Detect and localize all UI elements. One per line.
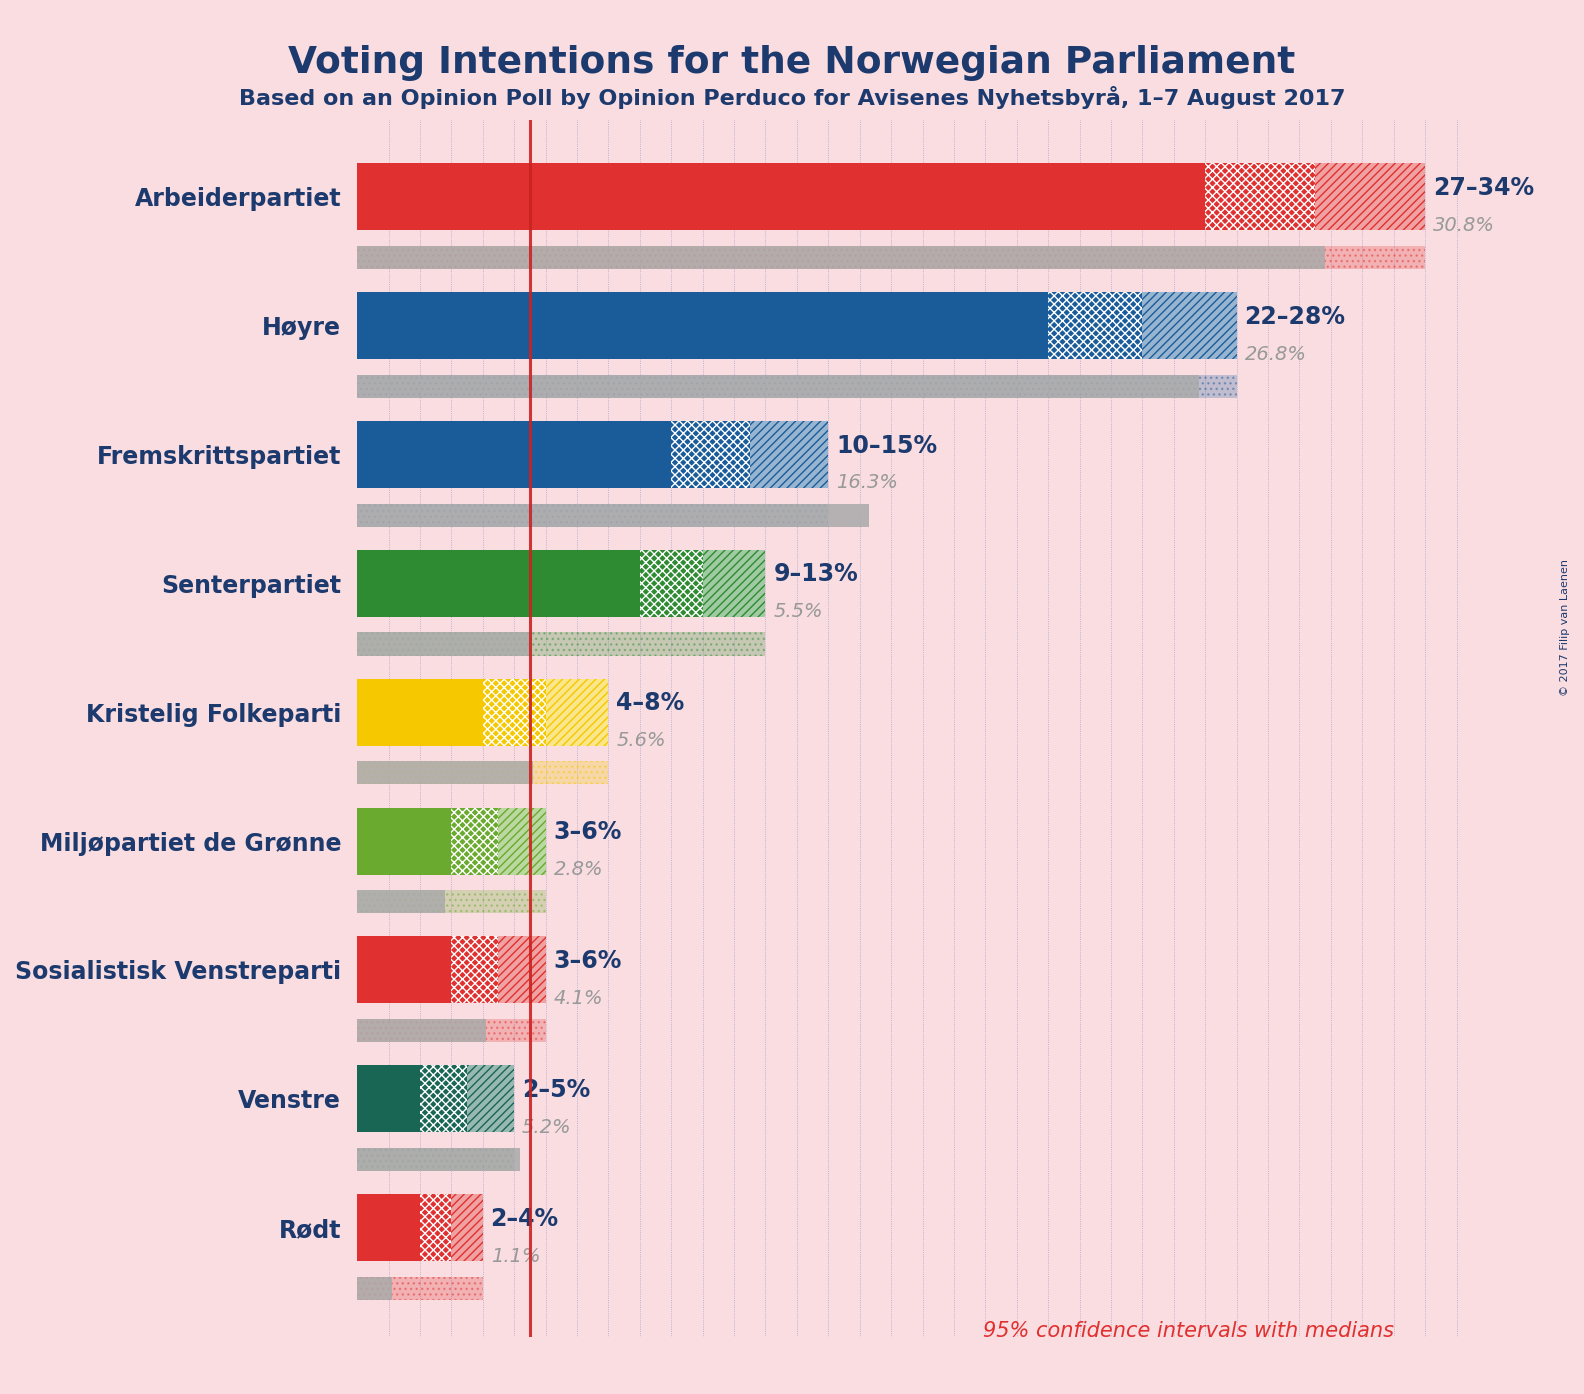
- Bar: [1205, 163, 1315, 230]
- Bar: [451, 1195, 483, 1262]
- Bar: [356, 1277, 391, 1299]
- Bar: [356, 679, 608, 746]
- Text: 3–6%: 3–6%: [553, 949, 623, 973]
- Bar: [356, 633, 765, 655]
- Bar: [356, 503, 828, 527]
- Text: 10–15%: 10–15%: [836, 434, 938, 457]
- Bar: [356, 761, 608, 785]
- Bar: [545, 679, 608, 746]
- Text: 22–28%: 22–28%: [1245, 305, 1345, 329]
- Bar: [356, 1147, 521, 1171]
- Bar: [1315, 163, 1426, 230]
- Bar: [1142, 293, 1237, 360]
- Text: Based on an Opinion Poll by Opinion Perduco for Avisenes Nyhetsbyrå, 1–7 August : Based on an Opinion Poll by Opinion Perd…: [239, 86, 1345, 109]
- Bar: [420, 1195, 451, 1262]
- Bar: [356, 761, 608, 785]
- Bar: [356, 245, 1426, 269]
- Text: 2.8%: 2.8%: [553, 860, 604, 880]
- Text: 95% confidence intervals with medians: 95% confidence intervals with medians: [984, 1322, 1394, 1341]
- Bar: [356, 633, 765, 655]
- Bar: [356, 1147, 515, 1171]
- Text: 26.8%: 26.8%: [1245, 344, 1307, 364]
- Bar: [545, 679, 608, 746]
- Text: 5.6%: 5.6%: [616, 730, 665, 750]
- Bar: [356, 421, 828, 488]
- Bar: [356, 633, 531, 655]
- Bar: [356, 891, 445, 913]
- Bar: [356, 1147, 515, 1171]
- Bar: [703, 549, 765, 618]
- Bar: [356, 761, 532, 785]
- Bar: [356, 375, 1237, 397]
- Bar: [672, 421, 749, 488]
- Bar: [356, 891, 545, 913]
- Text: © 2017 Filip van Laenen: © 2017 Filip van Laenen: [1560, 559, 1570, 696]
- Bar: [356, 1277, 483, 1299]
- Bar: [356, 163, 1426, 230]
- Bar: [1049, 293, 1142, 360]
- Bar: [356, 1019, 545, 1043]
- Text: 5.5%: 5.5%: [773, 602, 822, 622]
- Bar: [1315, 163, 1426, 230]
- Bar: [356, 503, 870, 527]
- Bar: [356, 375, 1199, 397]
- Text: 2–5%: 2–5%: [523, 1078, 591, 1101]
- Bar: [640, 549, 703, 618]
- Bar: [356, 1195, 483, 1262]
- Bar: [356, 503, 828, 527]
- Text: 27–34%: 27–34%: [1434, 176, 1533, 199]
- Bar: [356, 245, 1426, 269]
- Bar: [420, 1065, 467, 1132]
- Bar: [451, 937, 499, 1004]
- Text: 9–13%: 9–13%: [773, 562, 859, 587]
- Text: Voting Intentions for the Norwegian Parliament: Voting Intentions for the Norwegian Parl…: [288, 45, 1296, 81]
- Bar: [356, 891, 545, 913]
- Text: 1.1%: 1.1%: [491, 1246, 540, 1266]
- Bar: [1142, 293, 1237, 360]
- Bar: [356, 375, 1237, 397]
- Bar: [467, 1065, 515, 1132]
- Text: 5.2%: 5.2%: [523, 1118, 572, 1136]
- Bar: [356, 1019, 486, 1043]
- Bar: [499, 807, 545, 874]
- Bar: [356, 245, 1324, 269]
- Bar: [499, 937, 545, 1004]
- Bar: [356, 549, 765, 618]
- Text: 3–6%: 3–6%: [553, 820, 623, 845]
- Bar: [749, 421, 828, 488]
- Text: 4–8%: 4–8%: [616, 691, 684, 715]
- Bar: [356, 1277, 483, 1299]
- Bar: [483, 679, 545, 746]
- Bar: [749, 421, 828, 488]
- Bar: [356, 1019, 545, 1043]
- Text: 2–4%: 2–4%: [491, 1207, 559, 1231]
- Bar: [356, 1065, 515, 1132]
- Bar: [467, 1065, 515, 1132]
- Bar: [356, 293, 1237, 360]
- Bar: [356, 807, 545, 874]
- Bar: [451, 807, 499, 874]
- Bar: [703, 549, 765, 618]
- Bar: [499, 807, 545, 874]
- Bar: [499, 937, 545, 1004]
- Text: 16.3%: 16.3%: [836, 474, 898, 492]
- Bar: [451, 1195, 483, 1262]
- Bar: [356, 937, 545, 1004]
- Text: 4.1%: 4.1%: [553, 988, 604, 1008]
- Text: 30.8%: 30.8%: [1434, 216, 1495, 234]
